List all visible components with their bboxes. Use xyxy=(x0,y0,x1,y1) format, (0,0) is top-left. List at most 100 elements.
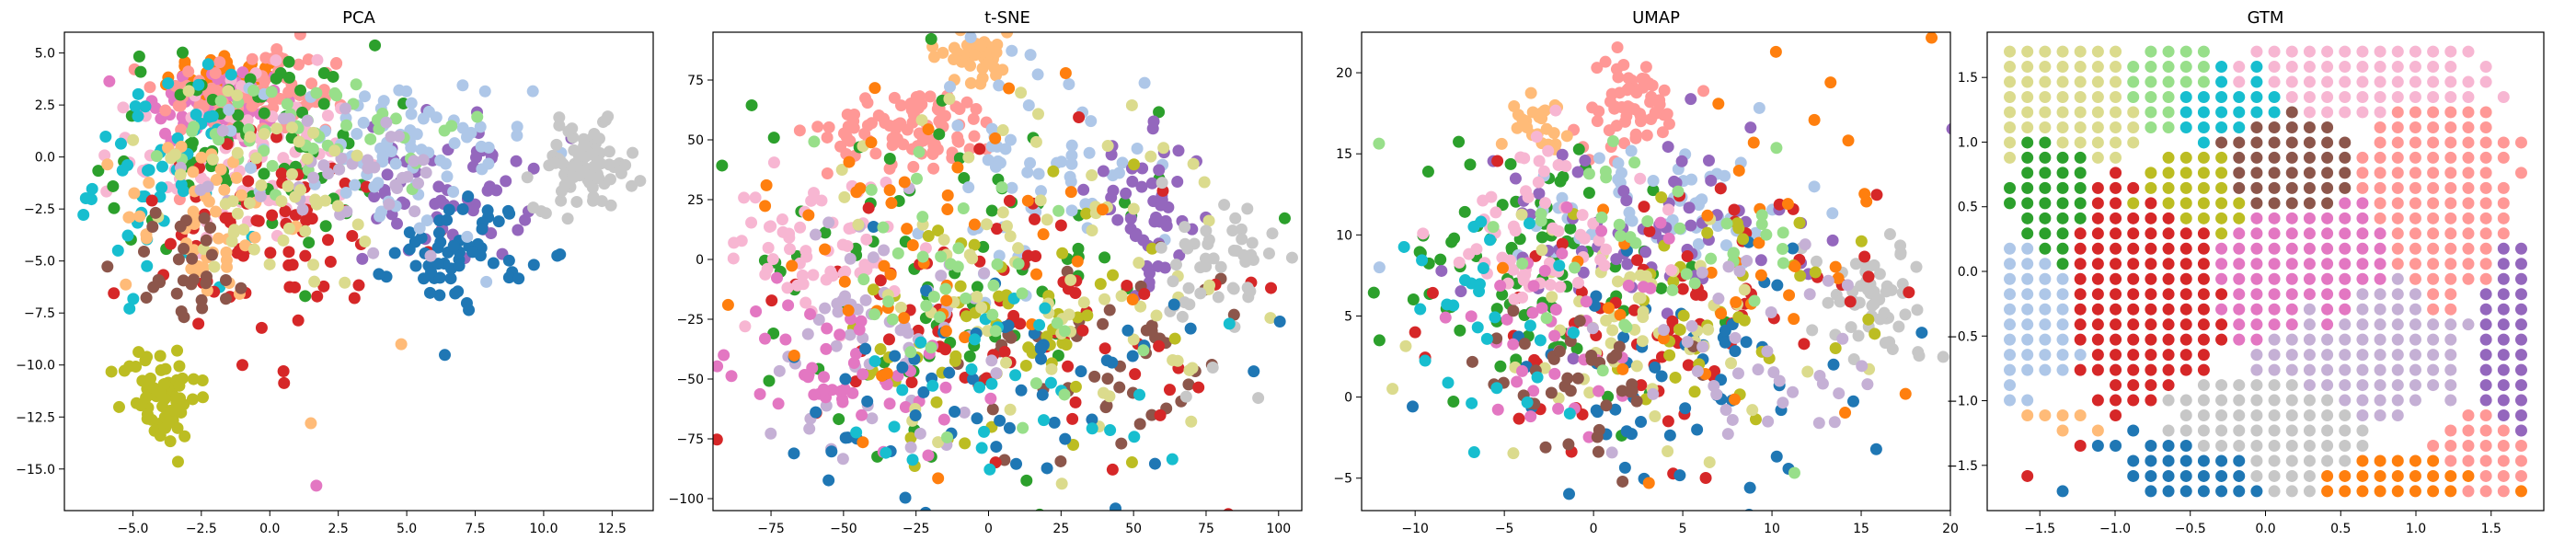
gtm-point-130 xyxy=(2091,227,2104,240)
pca-point-1087 xyxy=(177,274,190,287)
gtm-point-252 xyxy=(2179,394,2192,407)
umap-point-38 xyxy=(1622,72,1635,85)
umap-ytick-label-3: 5 xyxy=(1344,309,1352,324)
umap-point-441 xyxy=(1691,423,1704,436)
tsne-point-966 xyxy=(857,273,870,286)
umap-point-33 xyxy=(1622,82,1635,95)
pca-point-1091 xyxy=(305,417,317,430)
pca-point-725 xyxy=(570,195,583,208)
tsne-point-907 xyxy=(1030,268,1043,281)
tsne-point-963 xyxy=(934,311,947,324)
umap-point-533 xyxy=(1731,217,1743,230)
gtm-point-602 xyxy=(2391,318,2404,331)
umap-point-830 xyxy=(1760,228,1773,241)
tsne-point-266 xyxy=(912,227,925,240)
pca-point-688 xyxy=(351,127,363,140)
gtm-point-77 xyxy=(2056,288,2069,301)
gtm-point-455 xyxy=(2303,379,2316,392)
pca-point-817 xyxy=(144,372,157,385)
tsne-point-909 xyxy=(802,209,815,222)
umap-point-617 xyxy=(1530,131,1543,144)
gtm-point-457 xyxy=(2303,349,2316,362)
gtm-point-73 xyxy=(2056,349,2069,362)
tsne-xtick-label-1: −50 xyxy=(830,522,857,536)
tsne-point-87 xyxy=(932,103,945,116)
gtm-point-243 xyxy=(2162,75,2175,88)
gtm-point-376 xyxy=(2250,212,2263,224)
gtm-point-273 xyxy=(2179,45,2192,58)
pca-xtick-label-5: 7.5 xyxy=(465,522,485,536)
umap-point-500 xyxy=(1793,216,1806,229)
umap-point-602 xyxy=(1593,234,1605,247)
tsne-point-318 xyxy=(1156,193,1168,206)
pca-point-1086 xyxy=(152,273,165,286)
tsne-point-645 xyxy=(883,397,896,410)
pca-point-859 xyxy=(186,393,199,406)
gtm-point-95 xyxy=(2074,409,2087,422)
tsne-point-764 xyxy=(1212,291,1225,304)
tsne-point-722 xyxy=(932,436,945,449)
pca-point-505 xyxy=(275,167,288,180)
gtm-point-691 xyxy=(2444,227,2457,240)
gtm-point-48 xyxy=(2039,349,2052,362)
tsne-xtick-label-6: 75 xyxy=(1198,522,1214,536)
pca-point-630 xyxy=(447,239,460,252)
gtm-point-468 xyxy=(2303,181,2316,194)
gtm-point-428 xyxy=(2285,333,2298,346)
gtm-point-334 xyxy=(2233,439,2246,452)
pca-point-719 xyxy=(430,111,443,124)
tsne-point-128 xyxy=(948,41,960,54)
tsne-point-292 xyxy=(1171,175,1184,188)
pca-xtick-label-7: 12.5 xyxy=(598,522,627,536)
tsne-point-466 xyxy=(904,431,917,444)
gtm-point-250 xyxy=(2179,424,2192,437)
pca-point-428 xyxy=(86,182,98,195)
gtm-point-294 xyxy=(2197,181,2210,194)
tsne-point-317 xyxy=(1153,164,1166,177)
umap-point-639 xyxy=(1544,279,1557,292)
tsne-point-935 xyxy=(1037,414,1050,427)
umap-point-464 xyxy=(1915,327,1928,339)
gtm-point-626 xyxy=(2409,363,2421,376)
gtm-point-81 xyxy=(2056,227,2069,240)
pca-point-695 xyxy=(349,178,362,191)
gtm-point-42 xyxy=(2021,91,2034,104)
pca-point-387 xyxy=(258,107,270,120)
umap-point-178 xyxy=(1719,239,1732,252)
tsne-point-924 xyxy=(1128,431,1141,443)
tsne-point-927 xyxy=(850,426,863,439)
gtm-point-562 xyxy=(2356,75,2369,88)
umap-point-516 xyxy=(1809,266,1822,279)
pca-point-1038 xyxy=(307,126,320,139)
gtm-point-9 xyxy=(2004,258,2017,270)
tsne-point-480 xyxy=(922,230,935,243)
gtm-point-643 xyxy=(2409,106,2421,119)
umap-point-858 xyxy=(1657,324,1670,337)
umap-point-670 xyxy=(1494,280,1507,293)
tsne-point-987 xyxy=(886,313,899,326)
tsne-points xyxy=(713,32,1298,511)
pca-point-955 xyxy=(187,166,200,178)
umap-point-197 xyxy=(1556,191,1569,204)
gtm-point-458 xyxy=(2303,333,2316,346)
gtm-point-386 xyxy=(2250,61,2263,74)
umap-point-847 xyxy=(1605,446,1618,459)
umap-point-584 xyxy=(1738,283,1751,296)
gtm-point-80 xyxy=(2056,242,2069,255)
pca-point-681 xyxy=(475,140,488,153)
pca-point-419 xyxy=(177,185,190,198)
gtm-point-112 xyxy=(2074,121,2087,133)
tsne-point-604 xyxy=(935,270,948,282)
tsne-point-81 xyxy=(822,121,835,133)
gtm-point-426 xyxy=(2285,363,2298,376)
tsne-point-566 xyxy=(799,245,812,258)
gtm-point-341 xyxy=(2233,303,2246,316)
tsne-point-174 xyxy=(716,159,729,172)
gtm-point-711 xyxy=(2462,272,2475,285)
pca-point-1065 xyxy=(172,253,185,266)
umap-point-753 xyxy=(1705,266,1718,279)
umap-point-650 xyxy=(1574,228,1587,241)
umap-point-613 xyxy=(1559,160,1572,173)
tsne-point-543 xyxy=(766,253,779,266)
pca-point-432 xyxy=(139,100,152,113)
